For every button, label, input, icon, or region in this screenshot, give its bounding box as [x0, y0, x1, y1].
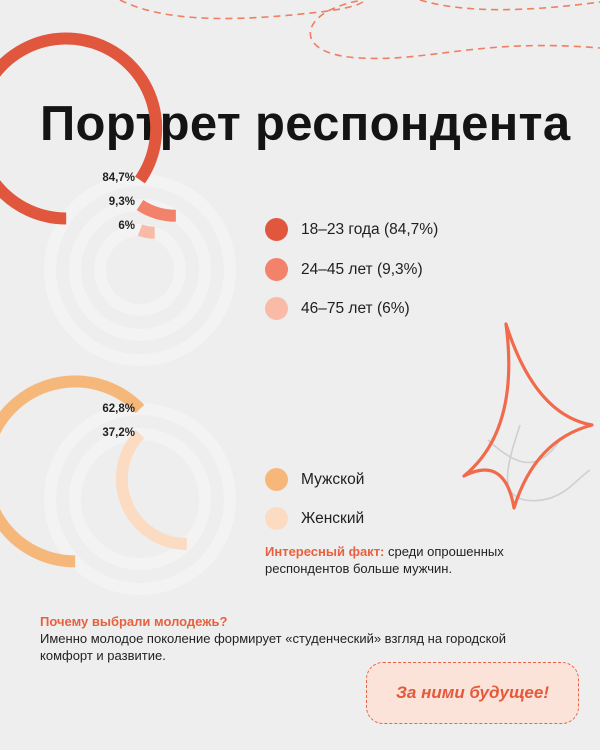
legend-age-24-45: 24–45 лет (9,3%)	[265, 258, 423, 281]
page-title: Портрет респондента	[40, 97, 571, 151]
chart-value-label: 6%	[118, 220, 135, 232]
fact-text: среди опрошенных респондентов больше муж…	[265, 544, 504, 576]
chart-value-label: 84,7%	[102, 172, 135, 184]
legend-gender-male: Мужской	[265, 468, 364, 491]
legend-dot-icon	[265, 218, 288, 241]
legend-age-46-75: 46–75 лет (6%)	[265, 297, 410, 320]
chart-track-ring	[94, 224, 186, 316]
chart-value-label: 9,3%	[108, 196, 135, 208]
legend-label: Мужской	[301, 470, 365, 488]
why-answer: Именно молодое поколение формирует «студ…	[40, 631, 506, 663]
why-youth-section: Почему выбрали молодежь? Именно молодое …	[40, 613, 540, 664]
chart-value-label: 62,8%	[102, 403, 135, 415]
decorative-dashed-curve-top	[119, 0, 600, 60]
legend-label: 46–75 лет (6%)	[301, 299, 410, 317]
legend-label: Женский	[301, 509, 365, 527]
future-button[interactable]: За ними будущее!	[366, 662, 579, 724]
chart-bar-1-0	[0, 375, 145, 568]
legend-age-18-23: 18–23 года (84,7%)	[265, 218, 438, 241]
interesting-fact: Интересный факт: среди опрошенных респон…	[265, 543, 565, 577]
chart-bar-1-1	[115, 429, 187, 551]
legend-dot-icon	[265, 258, 288, 281]
legend-label: 18–23 года (84,7%)	[301, 220, 439, 238]
decorative-star-outline-2	[487, 439, 561, 464]
legend-dot-icon	[265, 468, 288, 491]
chart-bar-0-2	[137, 224, 155, 239]
legend-dot-icon	[265, 297, 288, 320]
decorative-orange-star	[462, 322, 594, 510]
legend-dot-icon	[265, 507, 288, 530]
legend-label: 24–45 лет (9,3%)	[301, 260, 423, 278]
chart-value-label: 37,2%	[102, 427, 135, 439]
decorative-dashed-curve-upper	[419, 0, 600, 11]
chart-bar-0-0	[0, 32, 163, 225]
why-question: Почему выбрали молодежь?	[40, 614, 228, 629]
chart-bar-0-1	[136, 199, 177, 222]
decorative-star-outline	[506, 424, 591, 502]
legend-gender-female: Женский	[265, 507, 364, 530]
fact-label: Интересный факт:	[265, 544, 385, 559]
